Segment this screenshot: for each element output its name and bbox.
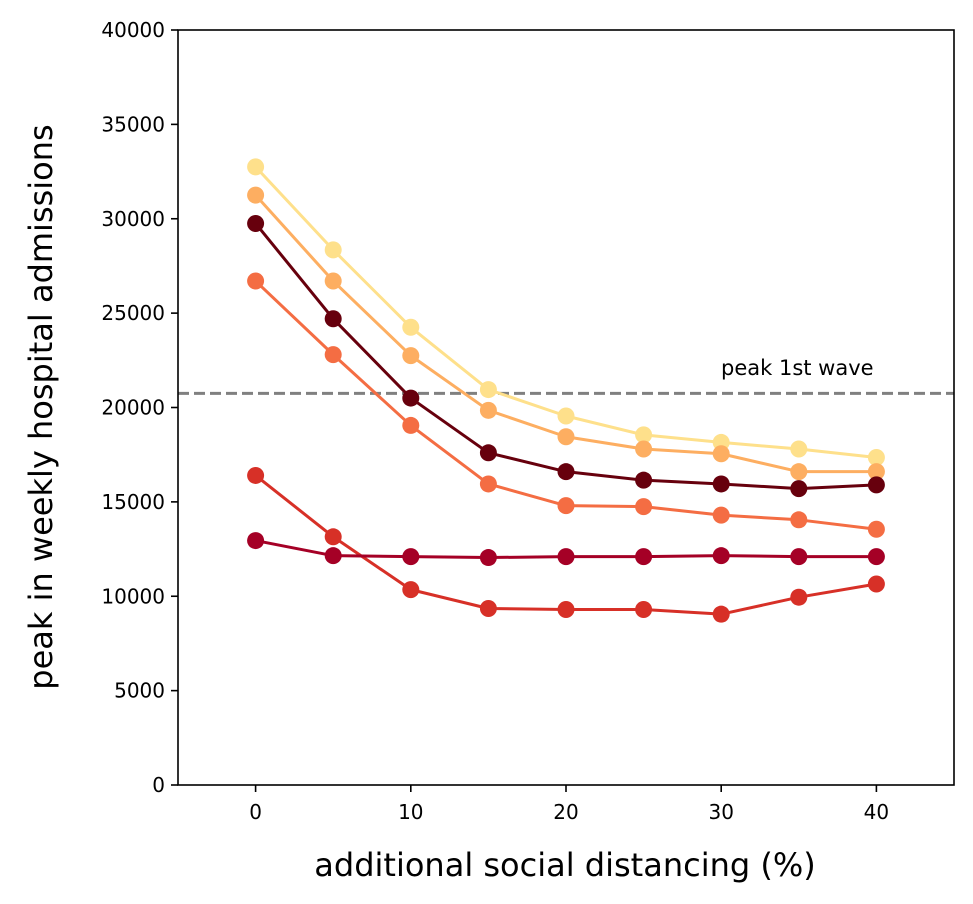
data-point — [867, 463, 885, 481]
y-tick-label: 0 — [152, 773, 165, 797]
data-point — [247, 214, 265, 232]
data-point — [247, 532, 265, 550]
data-point — [557, 407, 575, 425]
data-point — [557, 548, 575, 566]
x-tick-label: 40 — [864, 800, 889, 824]
x-tick-label: 20 — [553, 800, 578, 824]
data-point — [324, 528, 342, 546]
data-point — [635, 548, 653, 566]
y-tick-label: 20000 — [101, 396, 165, 420]
data-point — [402, 347, 420, 365]
x-tick-label: 30 — [708, 800, 733, 824]
data-point — [635, 440, 653, 458]
data-point — [479, 549, 497, 567]
data-point — [402, 548, 420, 566]
series-line — [254, 279, 877, 531]
y-tick-label: 10000 — [101, 584, 165, 608]
data-point — [247, 272, 265, 290]
data-point — [635, 426, 653, 444]
data-point — [324, 272, 342, 290]
data-point — [479, 444, 497, 462]
y-axis-label: peak in weekly hospital admissions — [22, 124, 60, 689]
data-point — [479, 475, 497, 493]
data-point — [790, 588, 808, 606]
series-line — [254, 474, 877, 616]
y-tick-label: 25000 — [101, 301, 165, 325]
plot-area — [178, 158, 954, 623]
data-point — [867, 520, 885, 538]
data-point — [557, 428, 575, 446]
series-6 — [247, 532, 885, 567]
data-point — [790, 463, 808, 481]
data-point — [790, 440, 808, 458]
data-point — [247, 466, 265, 484]
series-5 — [247, 466, 885, 623]
x-axis-label: additional social distancing (%) — [314, 846, 815, 884]
data-point — [557, 463, 575, 481]
series-1 — [247, 158, 885, 467]
data-point — [247, 158, 265, 176]
data-point — [867, 548, 885, 566]
data-point — [790, 548, 808, 566]
series-2 — [247, 186, 885, 481]
data-point — [324, 346, 342, 364]
data-point — [712, 475, 730, 493]
data-point — [479, 600, 497, 618]
data-point — [635, 600, 653, 618]
reference-line-label: peak 1st wave — [721, 356, 874, 380]
data-point — [479, 401, 497, 419]
axes: 0 10 20 30 40 0 5000 10000 15000 20000 25000 30000 3… — [101, 18, 955, 824]
data-point — [790, 480, 808, 498]
data-point — [402, 581, 420, 599]
y-tick-label: 40000 — [101, 18, 165, 42]
x-tick-label: 0 — [249, 800, 262, 824]
data-point — [712, 547, 730, 565]
data-point — [247, 186, 265, 204]
data-point — [402, 416, 420, 434]
data-point — [557, 497, 575, 515]
data-point — [867, 449, 885, 467]
series-4 — [247, 272, 885, 538]
data-point — [712, 605, 730, 623]
y-tick-label: 30000 — [101, 207, 165, 231]
data-point — [479, 381, 497, 399]
data-point — [712, 506, 730, 524]
data-point — [790, 511, 808, 529]
data-point — [324, 310, 342, 328]
data-point — [324, 241, 342, 259]
data-point — [557, 600, 575, 618]
y-tick-label: 35000 — [101, 112, 165, 136]
data-point — [402, 389, 420, 407]
series-3 — [247, 214, 885, 498]
x-tick-label: 10 — [398, 800, 423, 824]
y-tick-label: 15000 — [101, 490, 165, 514]
data-point — [402, 318, 420, 336]
y-tick-label: 5000 — [114, 679, 165, 703]
data-point — [712, 445, 730, 463]
data-point — [635, 471, 653, 489]
data-point — [867, 476, 885, 494]
data-point — [324, 547, 342, 565]
data-point — [635, 498, 653, 516]
data-point — [867, 575, 885, 593]
